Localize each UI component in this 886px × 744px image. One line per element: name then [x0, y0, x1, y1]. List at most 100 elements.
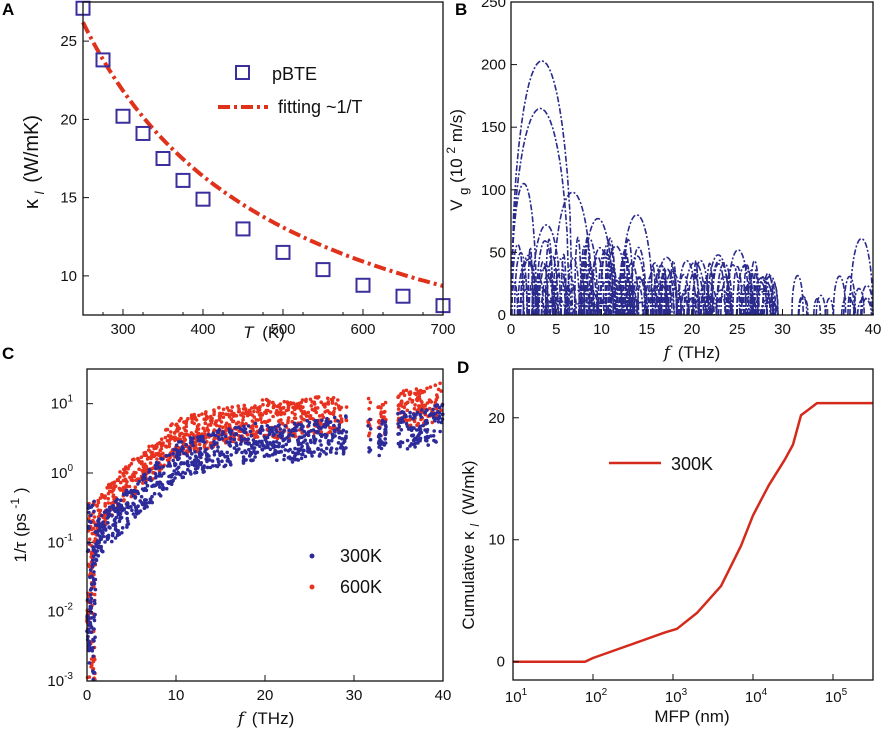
rate-point-300K [115, 497, 119, 502]
x-tick-label-exp: 4 [762, 687, 768, 698]
rate-point-600K [183, 432, 187, 437]
rate-point-600K [366, 396, 371, 401]
rate-point-300K [229, 453, 233, 457]
rate-point-600K [164, 427, 169, 432]
y-tick-label: 50 [489, 244, 506, 261]
rate-point-300K [196, 435, 200, 440]
rate-point-300K [294, 428, 298, 433]
rate-point-300K [164, 486, 169, 491]
rate-point-300K [108, 508, 112, 513]
rate-point-300K [130, 508, 134, 512]
rate-point-300K [232, 446, 237, 450]
rate-point-300K [317, 454, 322, 458]
rate-point-300K [423, 438, 428, 443]
rate-point-300K [418, 412, 422, 417]
vg-branch [646, 300, 661, 316]
rate-point-300K [92, 618, 97, 623]
rate-point-600K [158, 448, 162, 453]
rate-point-300K [397, 418, 402, 422]
x-tick-label: 500 [270, 321, 295, 338]
rate-point-600K [118, 475, 122, 479]
rate-point-300K [257, 440, 262, 444]
vg-branch [549, 301, 560, 316]
rate-point-600K [202, 443, 207, 447]
rate-point-600K [299, 415, 303, 419]
pbte-marker [135, 125, 151, 141]
rate-point-600K [236, 409, 241, 414]
rate-point-300K [268, 432, 272, 436]
rate-point-600K [299, 404, 303, 409]
vg-branch [622, 238, 634, 316]
rate-point-300K [248, 453, 253, 457]
rate-point-600K [275, 408, 279, 413]
rate-point-600K [262, 419, 267, 424]
rate-point-600K [268, 410, 273, 414]
rate-point-300K [99, 513, 104, 518]
rate-point-600K [153, 453, 157, 458]
rate-point-600K [174, 428, 179, 433]
rate-point-600K [90, 531, 95, 536]
rate-point-600K [428, 399, 432, 403]
rate-point-300K [173, 461, 177, 466]
rate-point-600K [413, 403, 417, 407]
y-tick-label: 10-3 [47, 671, 73, 690]
rate-point-300K [229, 436, 233, 441]
legend-c-300-dot [309, 553, 315, 559]
rate-point-600K [155, 445, 159, 449]
rate-point-300K [91, 671, 96, 675]
rate-point-300K [316, 446, 320, 451]
rate-point-300K [227, 430, 232, 434]
rate-point-300K [312, 441, 317, 445]
x-tick-label: 20 [257, 687, 274, 704]
vg-branch [607, 263, 618, 316]
rate-point-300K [419, 430, 424, 435]
rate-point-300K [405, 424, 410, 429]
rate-point-300K [89, 630, 94, 634]
rate-point-300K [327, 442, 331, 446]
rate-point-300K [244, 458, 248, 462]
rate-point-600K [328, 425, 332, 430]
rate-point-600K [182, 420, 186, 424]
vg-branch [739, 283, 748, 316]
vg-branch [720, 279, 732, 316]
vg-branch [860, 284, 874, 316]
rate-point-600K [147, 444, 151, 449]
rate-point-600K [254, 424, 259, 429]
rate-point-300K [238, 427, 243, 431]
rate-point-300K [277, 423, 282, 427]
rate-point-300K [98, 537, 103, 541]
x-tick-label-base: 10 [585, 689, 602, 706]
rate-point-600K [193, 445, 198, 450]
rate-point-600K [377, 405, 382, 409]
vg-branch [552, 272, 569, 316]
panel-c-frame [86, 368, 444, 682]
rate-point-300K [129, 491, 134, 495]
vg-branch [583, 279, 590, 316]
rate-point-300K [207, 458, 212, 462]
rate-point-300K [154, 466, 158, 471]
rate-point-300K [179, 440, 184, 444]
x-tick-label-exp: 1 [522, 687, 528, 698]
rate-point-300K [437, 415, 442, 420]
rate-point-600K [182, 437, 187, 441]
rate-point-300K [195, 466, 200, 470]
panel-a-ylabel-sym: κ [21, 198, 43, 209]
rate-point-600K [184, 419, 189, 423]
vg-peak-branch [581, 217, 615, 316]
rate-point-300K [215, 449, 220, 453]
y-tick-label: 100 [481, 182, 506, 199]
rate-point-600K [143, 462, 147, 467]
rate-point-600K [302, 410, 307, 414]
legend-a-fit-label: fitting ~1/T [278, 97, 363, 117]
vg-branch [677, 259, 697, 316]
panel-a-xlabel-unit: (K) [262, 323, 285, 342]
rate-point-600K [377, 421, 382, 425]
rate-point-600K [304, 414, 309, 418]
vg-branch [599, 252, 613, 316]
rate-point-600K [107, 489, 112, 494]
rate-point-600K [137, 467, 141, 472]
rate-point-600K [214, 420, 218, 425]
rate-point-300K [101, 520, 105, 524]
x-tick-label: 103 [665, 687, 688, 706]
